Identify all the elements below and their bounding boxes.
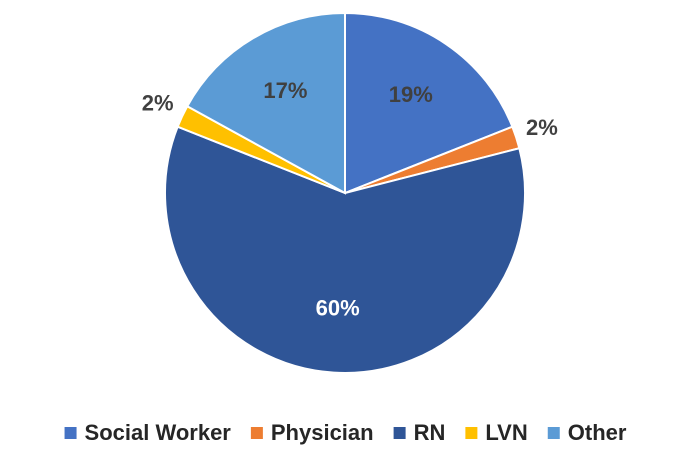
legend-label: Social Worker — [85, 420, 232, 445]
legend-swatch — [547, 427, 560, 439]
legend-swatch — [393, 427, 406, 439]
pie-slice — [164, 125, 526, 374]
legend-label: RN — [414, 420, 446, 445]
legend-swatch — [64, 427, 77, 439]
pie-slice — [344, 11, 514, 195]
data-label: 17% — [263, 78, 307, 103]
legend-swatch — [250, 427, 263, 439]
data-label: 60% — [316, 296, 360, 321]
pie-slice — [185, 11, 346, 195]
data-label: 19% — [389, 82, 433, 107]
legend-label: Physician — [271, 420, 374, 445]
legend-swatch — [465, 427, 478, 439]
legend-label: LVN — [485, 420, 527, 445]
data-label: 2% — [526, 115, 558, 140]
data-label: 2% — [142, 91, 174, 116]
legend-label: Other — [568, 420, 627, 445]
